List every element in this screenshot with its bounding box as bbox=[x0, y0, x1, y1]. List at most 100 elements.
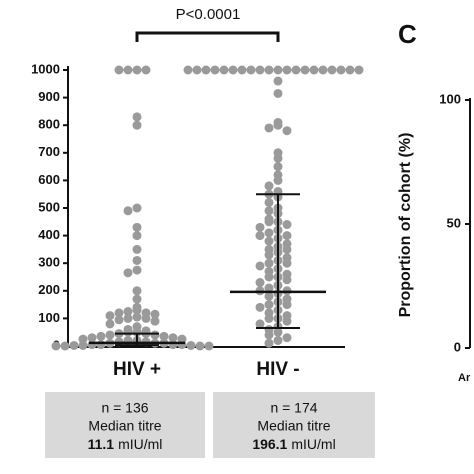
data-point bbox=[273, 162, 283, 172]
data-point bbox=[282, 258, 292, 268]
y-tick-label: 100 bbox=[38, 310, 60, 325]
data-point bbox=[219, 65, 229, 75]
note-value: 196.1 mIU/ml bbox=[252, 436, 335, 452]
data-point bbox=[123, 313, 133, 323]
x-tick-label: Ar bbox=[458, 372, 471, 384]
data-point bbox=[273, 327, 283, 337]
data-point bbox=[309, 65, 319, 75]
note-box bbox=[45, 392, 205, 458]
data-point bbox=[132, 305, 142, 315]
data-point bbox=[168, 340, 178, 350]
data-point bbox=[114, 315, 124, 325]
note-box bbox=[213, 392, 375, 458]
data-point bbox=[336, 65, 346, 75]
data-point bbox=[123, 65, 133, 75]
data-point bbox=[132, 294, 142, 304]
data-point bbox=[273, 120, 283, 130]
data-point bbox=[132, 265, 142, 275]
unit: mIU/ml bbox=[291, 436, 335, 452]
data-point bbox=[255, 231, 265, 241]
data-point bbox=[318, 65, 328, 75]
data-point bbox=[255, 319, 265, 329]
data-point bbox=[150, 309, 160, 319]
note-n: n = 136 bbox=[101, 400, 148, 416]
data-point bbox=[264, 236, 274, 246]
data-point bbox=[132, 203, 142, 213]
data-point bbox=[264, 250, 274, 260]
data-point bbox=[264, 291, 274, 301]
data-point bbox=[114, 308, 124, 318]
data-point bbox=[192, 65, 202, 75]
data-point bbox=[282, 220, 292, 230]
data-point bbox=[291, 65, 301, 75]
data-point bbox=[168, 333, 178, 343]
median-value: 11.1 bbox=[88, 436, 115, 452]
data-point bbox=[78, 334, 88, 344]
data-point bbox=[255, 222, 265, 232]
data-point bbox=[141, 313, 151, 323]
unit: mIU/ml bbox=[118, 436, 162, 452]
p-value: P<0.0001 bbox=[176, 6, 241, 23]
data-point bbox=[159, 331, 169, 341]
data-point bbox=[264, 338, 274, 348]
data-point bbox=[255, 261, 265, 271]
panel-label: C bbox=[398, 19, 417, 49]
data-point bbox=[282, 300, 292, 310]
data-point bbox=[132, 222, 142, 232]
data-point bbox=[255, 302, 265, 312]
data-point bbox=[132, 244, 142, 254]
data-point bbox=[78, 340, 88, 350]
data-point bbox=[105, 311, 115, 321]
data-point bbox=[264, 181, 274, 191]
note-n: n = 174 bbox=[270, 400, 317, 416]
y-tick-label: 800 bbox=[38, 117, 60, 132]
data-point bbox=[282, 231, 292, 241]
data-point bbox=[255, 278, 265, 288]
data-point bbox=[264, 258, 274, 268]
data-point bbox=[114, 65, 124, 75]
bracket bbox=[135, 31, 280, 42]
y-tick-label: 200 bbox=[38, 282, 60, 297]
x-tick-label: HIV - bbox=[256, 359, 299, 380]
data-point bbox=[69, 340, 79, 350]
data-point bbox=[123, 268, 133, 278]
data-point bbox=[228, 65, 238, 75]
data-point bbox=[264, 65, 274, 75]
y-tick-label: 900 bbox=[38, 89, 60, 104]
data-point bbox=[264, 206, 274, 216]
y-tick-label: 300 bbox=[38, 255, 60, 270]
data-point bbox=[273, 76, 283, 86]
y-tick-label: 0 bbox=[454, 339, 461, 354]
data-point bbox=[282, 65, 292, 75]
data-point bbox=[123, 206, 133, 216]
data-point bbox=[246, 65, 256, 75]
data-point bbox=[273, 88, 283, 98]
data-point bbox=[264, 228, 274, 238]
data-point bbox=[264, 313, 274, 323]
y-tick-label: 100 bbox=[439, 91, 461, 106]
data-point bbox=[327, 65, 337, 75]
data-point bbox=[60, 341, 70, 351]
data-point bbox=[123, 307, 133, 316]
data-point bbox=[105, 319, 115, 329]
data-point bbox=[264, 300, 274, 310]
note-value: 11.1 mIU/ml bbox=[88, 436, 163, 452]
data-point bbox=[132, 231, 142, 241]
data-point bbox=[177, 340, 187, 350]
data-point bbox=[264, 283, 274, 293]
median-value: 196.1 bbox=[252, 436, 287, 452]
data-point bbox=[237, 65, 247, 75]
data-point bbox=[195, 341, 205, 351]
data-point bbox=[105, 330, 115, 340]
data-point bbox=[273, 65, 283, 75]
data-point bbox=[132, 112, 142, 122]
y-tick-label: 700 bbox=[38, 144, 60, 159]
data-point bbox=[150, 330, 160, 340]
data-point bbox=[273, 175, 283, 185]
data-point bbox=[264, 330, 274, 340]
y-axis-label: Proportion of cohort (%) bbox=[397, 133, 414, 318]
y-tick-label: 1000 bbox=[31, 61, 60, 76]
y-tick-label: 500 bbox=[38, 199, 60, 214]
data-point bbox=[132, 255, 142, 265]
